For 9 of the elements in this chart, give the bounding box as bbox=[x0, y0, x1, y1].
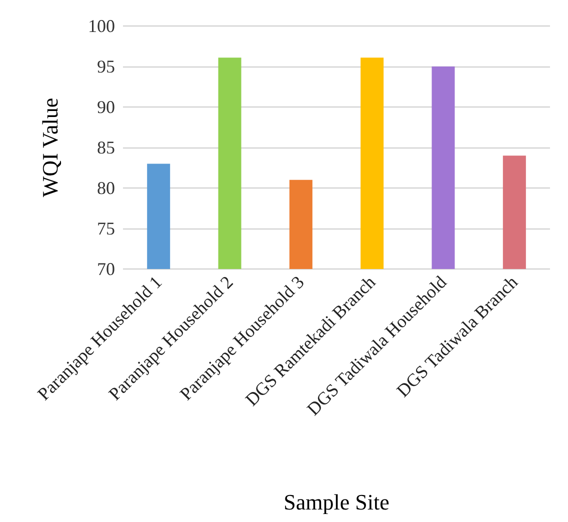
y-tick-label: 95 bbox=[97, 56, 115, 76]
x-axis-title: Sample Site bbox=[284, 490, 390, 514]
y-tick-label: 90 bbox=[97, 97, 115, 117]
y-tick-label: 80 bbox=[97, 178, 115, 198]
y-tick-label: 70 bbox=[97, 259, 115, 279]
y-tick-label: 100 bbox=[88, 16, 115, 36]
y-axis-title: WQI Value bbox=[38, 98, 62, 198]
y-tick-label: 75 bbox=[97, 218, 115, 238]
y-tick-label: 85 bbox=[97, 138, 115, 158]
